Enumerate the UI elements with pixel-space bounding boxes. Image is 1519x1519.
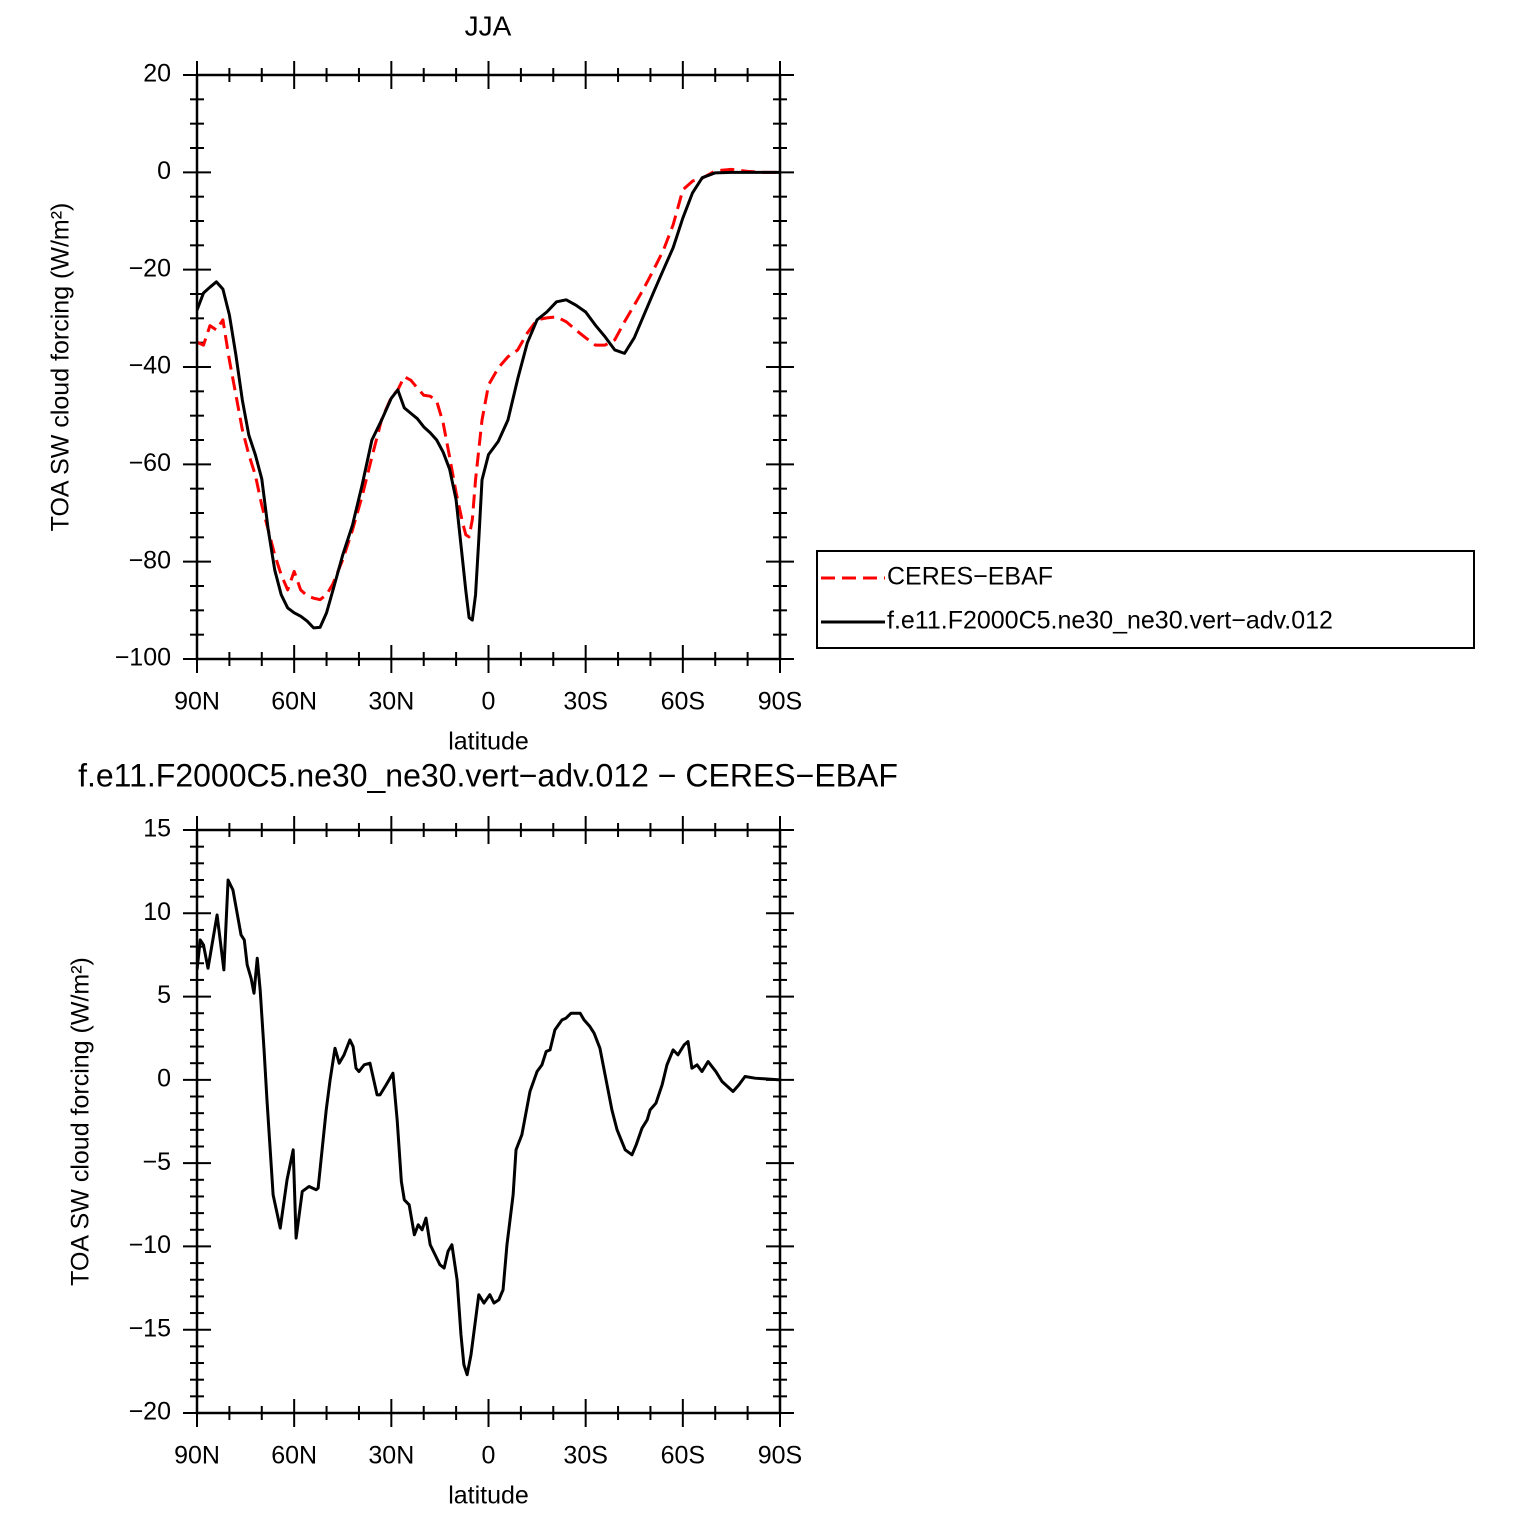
x-tick-label: 0 (482, 1442, 496, 1470)
x-tick-label: 90S (758, 1442, 802, 1470)
x-tick-label: 90N (174, 1442, 220, 1470)
legend-label: CERES−EBAF (887, 563, 1053, 591)
y-tick-label: −100 (115, 644, 171, 672)
chart-panel: JJA 90N 60N 30N 0 30S 60S 90S −100 −80 −60 −40 −20 0 2… (47, 10, 1475, 756)
x-axis-label: latitude (448, 728, 529, 756)
x-tick-label: 30N (368, 1442, 414, 1470)
y-tick-label: −20 (129, 1398, 171, 1426)
x-tick-label: 60N (271, 688, 317, 716)
legend-box (816, 550, 1475, 649)
chart-title: f.e11.F2000C5.ne30_ne30.vert−adv.012 − C… (78, 757, 898, 793)
y-axis-label: TOA SW cloud forcing (W/m²) (67, 957, 95, 1286)
x-tick-label: 30S (563, 688, 607, 716)
y-tick-label: −15 (129, 1314, 171, 1342)
y-tick-label: −5 (142, 1148, 171, 1176)
data-line (197, 878, 780, 1377)
x-tick-label: 60N (271, 1442, 317, 1470)
x-axis-label: latitude (448, 1482, 529, 1510)
plot-frame (195, 828, 782, 1415)
y-tick-label: −60 (129, 449, 171, 477)
x-tick-label: 60S (661, 688, 705, 716)
data-line (197, 167, 780, 602)
y-tick-label: 0 (157, 157, 171, 185)
x-tick-label: 60S (661, 1442, 705, 1470)
legend-label: f.e11.F2000C5.ne30_ne30.vert−adv.012 (887, 607, 1333, 635)
chart-title: JJA (465, 10, 512, 41)
y-tick-label: 15 (143, 815, 171, 843)
chart-panel: f.e11.F2000C5.ne30_ne30.vert−adv.012 − C… (67, 757, 898, 1509)
y-tick-label: −10 (129, 1231, 171, 1259)
x-tick-label: 30S (563, 1442, 607, 1470)
y-tick-label: −20 (129, 254, 171, 282)
y-tick-label: −80 (129, 546, 171, 574)
y-tick-label: 20 (143, 60, 171, 88)
x-tick-label: 0 (482, 688, 496, 716)
y-tick-label: 5 (157, 981, 171, 1009)
y-axis-label: TOA SW cloud forcing (W/m²) (47, 203, 75, 532)
x-tick-label: 90N (174, 688, 220, 716)
data-line (197, 170, 780, 630)
x-tick-label: 90S (758, 688, 802, 716)
legend: CERES−EBAF f.e11.F2000C5.ne30_ne30.vert−a… (816, 550, 1475, 649)
plot-frame (195, 73, 782, 661)
y-tick-label: 10 (143, 898, 171, 926)
y-tick-label: 0 (157, 1064, 171, 1092)
y-tick-label: −40 (129, 352, 171, 380)
x-tick-label: 30N (368, 688, 414, 716)
